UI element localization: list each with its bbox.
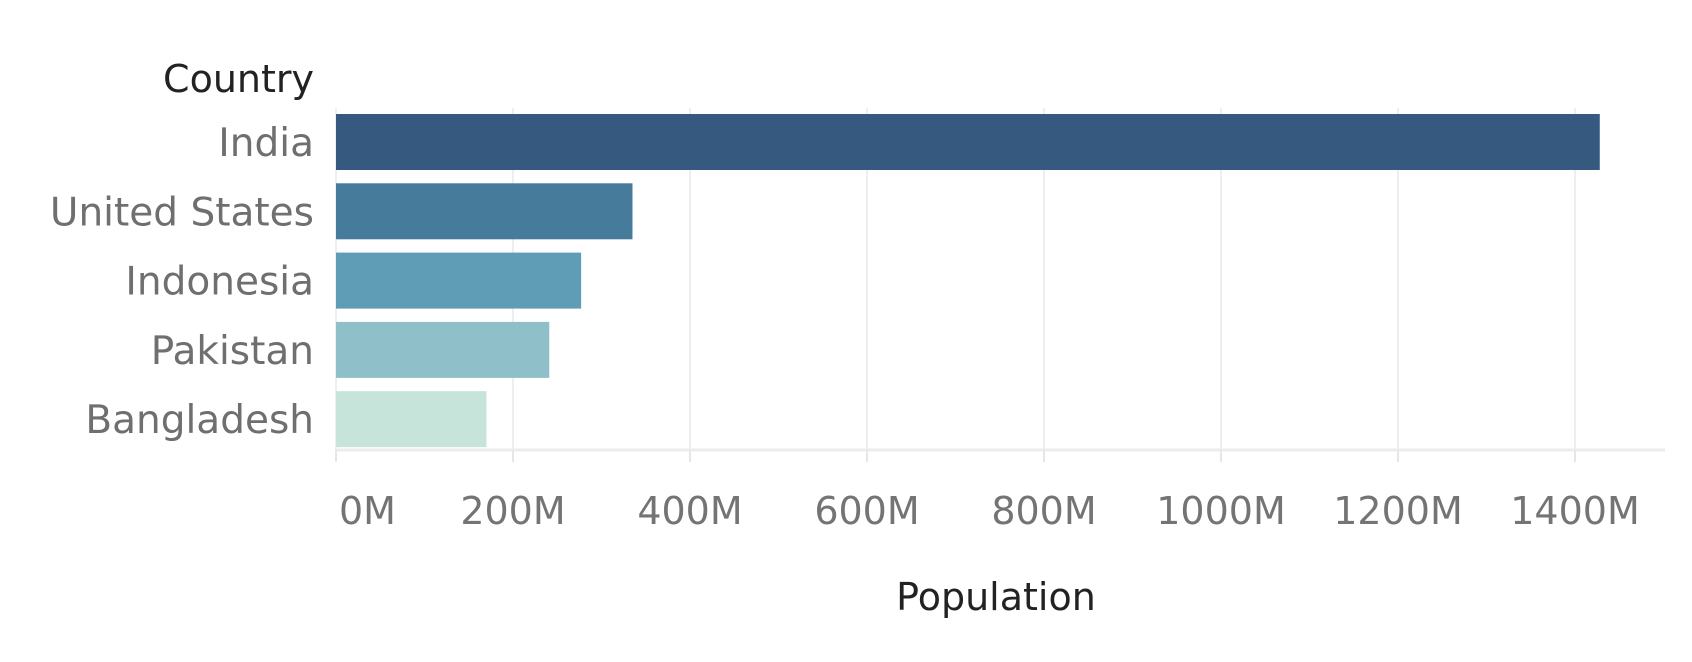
bar-india[interactable] <box>336 114 1600 170</box>
x-tick-label: 800M <box>991 489 1096 533</box>
x-tick-label: 0M <box>339 489 396 533</box>
x-tick-label: 1000M <box>1156 489 1286 533</box>
category-label: Pakistan <box>151 329 314 374</box>
x-tick-label: 600M <box>814 489 919 533</box>
bar-indonesia[interactable] <box>336 252 582 309</box>
bar-united-states[interactable] <box>336 183 633 240</box>
x-tick-labels: 0M 200M 400M 600M 800M 1000M 1200M 1400M <box>335 450 1640 533</box>
category-labels: India United States Indonesia Pakistan Bangl… <box>50 121 314 443</box>
bars <box>336 114 1600 448</box>
x-tick-label: 1200M <box>1333 489 1463 533</box>
bar-pakistan[interactable] <box>336 321 550 378</box>
y-axis-title: Country <box>163 57 314 101</box>
x-tick-label: 400M <box>637 489 742 533</box>
x-axis-title: Population <box>896 575 1096 619</box>
bar-bangladesh[interactable] <box>336 391 487 448</box>
category-label: India <box>218 121 314 166</box>
category-label: United States <box>50 190 314 235</box>
category-label: Bangladesh <box>85 398 314 443</box>
x-tick-label: 200M <box>460 489 565 533</box>
x-tick-label: 1400M <box>1510 489 1640 533</box>
category-label: Indonesia <box>125 260 314 305</box>
